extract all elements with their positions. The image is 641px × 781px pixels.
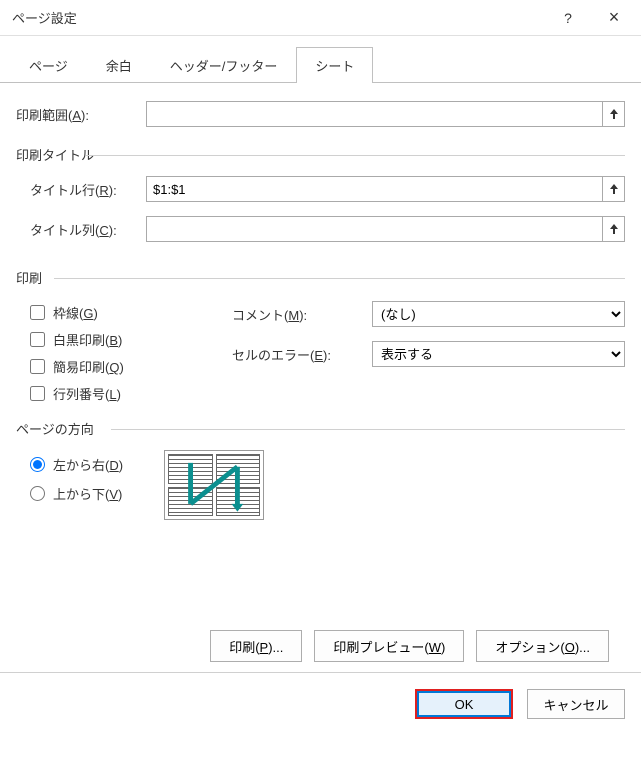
action-buttons: 印刷(P)... 印刷プレビュー(W) オプション(O)... bbox=[16, 620, 625, 672]
rowcol-checkbox-row[interactable]: 行列番号(L) bbox=[16, 380, 216, 407]
ok-button[interactable]: OK bbox=[415, 689, 513, 719]
help-button[interactable]: ? bbox=[545, 3, 591, 33]
direction-ttb-radio[interactable] bbox=[30, 486, 45, 501]
titlebar: ページ設定 ? × bbox=[0, 0, 641, 36]
draft-checkbox[interactable] bbox=[30, 359, 45, 374]
gridlines-checkbox[interactable] bbox=[30, 305, 45, 320]
direction-ttb-label: 上から下(V) bbox=[53, 484, 122, 503]
print-button[interactable]: 印刷(P)... bbox=[210, 630, 302, 662]
title-cols-input[interactable] bbox=[146, 216, 603, 242]
gridlines-checkbox-row[interactable]: 枠線(G) bbox=[16, 299, 216, 326]
dialog-footer: OK キャンセル bbox=[0, 672, 641, 735]
gridlines-label: 枠線(G) bbox=[53, 303, 98, 322]
preview-button[interactable]: 印刷プレビュー(W) bbox=[314, 630, 464, 662]
direction-legend: ページの方向 bbox=[16, 419, 625, 438]
comments-label: コメント(M): bbox=[232, 305, 372, 324]
print-group: 印刷 枠線(G) 白黒印刷(B) 簡易印刷(Q) 行列番号(L) bbox=[16, 264, 625, 407]
draft-checkbox-row[interactable]: 簡易印刷(Q) bbox=[16, 353, 216, 380]
blackwhite-checkbox-row[interactable]: 白黒印刷(B) bbox=[16, 326, 216, 353]
tab-sheet[interactable]: シート bbox=[296, 47, 373, 83]
direction-ltr-radio[interactable] bbox=[30, 457, 45, 472]
print-titles-legend: 印刷タイトル bbox=[16, 145, 625, 164]
errors-label: セルのエラー(E): bbox=[232, 345, 372, 364]
tab-page[interactable]: ページ bbox=[10, 47, 87, 83]
tab-strip: ページ 余白 ヘッダー/フッター シート bbox=[0, 36, 641, 83]
print-area-input[interactable] bbox=[146, 101, 603, 127]
rowcol-checkbox[interactable] bbox=[30, 386, 45, 401]
direction-ltr-row[interactable]: 左から右(D) bbox=[16, 450, 146, 479]
collapse-dialog-icon bbox=[608, 107, 620, 121]
print-area-row: 印刷範囲(A): bbox=[16, 101, 625, 127]
sheet-tab-content: 印刷範囲(A): 印刷タイトル タイトル行(R): タイトル列(C): bbox=[0, 83, 641, 672]
direction-group: ページの方向 左から右(D) 上から下(V) bbox=[16, 415, 625, 520]
collapse-dialog-icon bbox=[608, 182, 620, 196]
title-rows-input[interactable] bbox=[146, 176, 603, 202]
cancel-button[interactable]: キャンセル bbox=[527, 689, 625, 719]
page-thumb bbox=[216, 487, 261, 517]
blackwhite-label: 白黒印刷(B) bbox=[53, 330, 122, 349]
print-area-label: 印刷範囲(A): bbox=[16, 105, 146, 124]
page-thumb bbox=[168, 454, 213, 484]
tab-margin[interactable]: 余白 bbox=[87, 47, 151, 83]
page-thumb bbox=[216, 454, 261, 484]
options-button[interactable]: オプション(O)... bbox=[476, 630, 609, 662]
direction-preview bbox=[164, 450, 264, 520]
direction-ltr-label: 左から右(D) bbox=[53, 455, 123, 474]
comments-select[interactable]: (なし) bbox=[372, 301, 625, 327]
draft-label: 簡易印刷(Q) bbox=[53, 357, 124, 376]
rowcol-label: 行列番号(L) bbox=[53, 384, 121, 403]
tab-headerfooter[interactable]: ヘッダー/フッター bbox=[151, 47, 297, 83]
print-area-range-button[interactable] bbox=[603, 101, 625, 127]
print-titles-group: 印刷タイトル タイトル行(R): タイトル列(C): bbox=[16, 141, 625, 256]
print-legend: 印刷 bbox=[16, 268, 625, 287]
page-thumb bbox=[168, 487, 213, 517]
title-rows-range-button[interactable] bbox=[603, 176, 625, 202]
collapse-dialog-icon bbox=[608, 222, 620, 236]
errors-select[interactable]: 表示する bbox=[372, 341, 625, 367]
close-button[interactable]: × bbox=[591, 3, 637, 33]
title-cols-label: タイトル列(C): bbox=[16, 220, 146, 239]
window-title: ページ設定 bbox=[12, 8, 545, 27]
title-cols-range-button[interactable] bbox=[603, 216, 625, 242]
direction-ttb-row[interactable]: 上から下(V) bbox=[16, 479, 146, 508]
blackwhite-checkbox[interactable] bbox=[30, 332, 45, 347]
title-rows-label: タイトル行(R): bbox=[16, 180, 146, 199]
